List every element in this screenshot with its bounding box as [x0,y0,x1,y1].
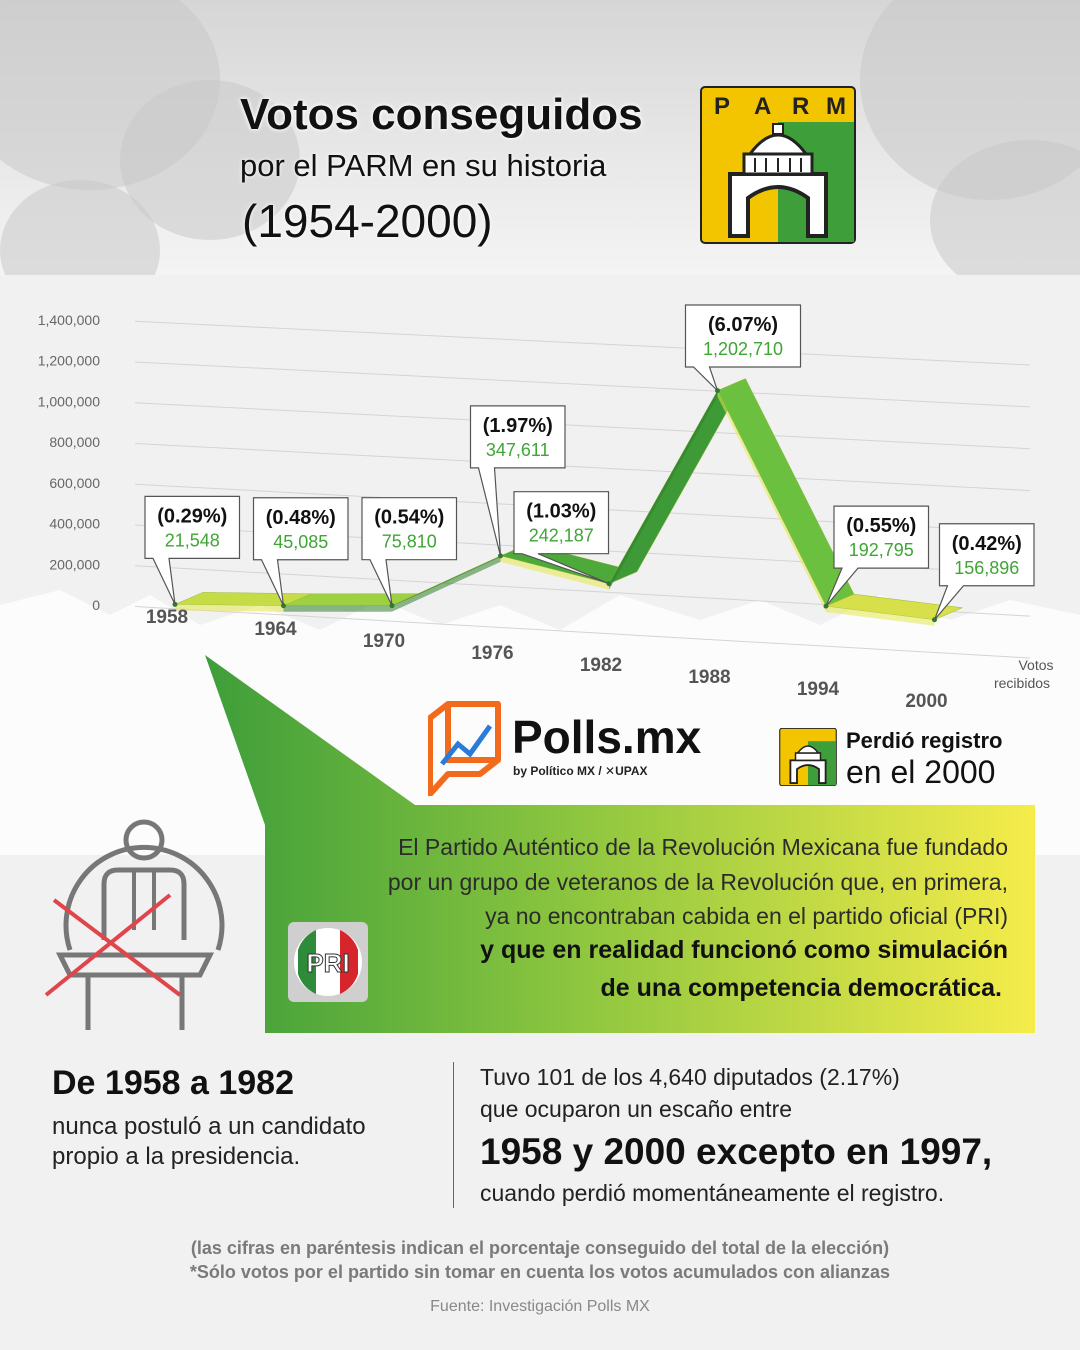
polls-byline: by Político MX / ✕UPAX [513,764,648,778]
callout: (0.42%) 156,896 [933,523,1035,621]
logo-letter-m: M [826,93,846,120]
fact-right-line-3: cuando perdió momentáneamente el registr… [480,1180,945,1206]
y-tick-label: 800,000 [49,434,100,450]
y-tick-label: 1,200,000 [38,353,100,369]
x-axis-label-line2: recibidos [994,675,1050,691]
percent-label: (0.48%) [266,507,336,529]
subtitle: por el PARM en su historia [240,148,607,183]
x-axis-label-line1: Votos [1018,657,1053,673]
parm-logo: P A R M [700,86,856,244]
y-tick-label: 1,000,000 [38,393,100,409]
series-segment-shade [392,555,501,612]
value-label: 75,810 [382,532,437,552]
callout: (0.48%) 45,085 [252,497,349,607]
logo-letter-a: A [754,93,771,120]
x-tick-label: 1970 [363,631,405,652]
gridline [134,361,1031,408]
callout: (1.03%) 242,187 [513,491,610,585]
footnote-alliances: *Sólo votos por el partido sin tomar en … [189,1262,891,1282]
callout: (1.97%) 347,611 [469,405,566,557]
y-tick-label: 0 [92,597,100,613]
series-segment-shade [826,606,935,626]
x-tick-label: 1976 [471,643,513,664]
callout: (6.07%) 1,202,710 [684,304,802,392]
value-label: 21,548 [165,530,220,550]
callout: (0.29%) 21,548 [144,495,241,605]
description-line-3: ya no encontraban cabida en el partido o… [485,903,1008,929]
pri-logo: PRI [288,922,368,1002]
y-tick-label: 1,400,000 [38,312,100,328]
polls-logo-icon [428,701,501,796]
gridline [134,320,1031,366]
description-panel [205,655,1035,1033]
x-tick-label: 2000 [905,691,947,712]
source: Fuente: Investigación Polls MX [430,1298,650,1315]
description-line-5: de una competencia democrática. [600,974,1002,1002]
value-label: 192,795 [849,540,914,560]
description-line-1: El Partido Auténtico de la Revolución Me… [398,834,1008,860]
callout: (0.54%) 75,810 [361,497,458,606]
gridline [134,442,1031,492]
facts-divider [453,1062,454,1208]
fact-left-title: De 1958 a 1982 [52,1064,294,1102]
logo-letter-p: P [714,93,730,120]
series-segment-shade [717,390,826,613]
title-years: (1954-2000) [242,195,493,247]
series-segment-shade [175,604,284,612]
y-tick-label: 600,000 [49,475,100,491]
x-tick-label: 1988 [688,667,730,688]
description-line-4: y que en realidad funcionó como simulaci… [480,936,1008,964]
footnote-percent: (las cifras en paréntesis indican el por… [190,1238,890,1258]
lost-registration-label: Perdió registro [846,728,1003,753]
percent-label: (1.03%) [526,501,596,523]
fact-right-highlight: 1958 y 2000 excepto en 1997, [480,1131,993,1172]
gridline [134,402,1031,450]
gridline [134,605,1031,659]
series-segment-shade [500,555,609,590]
series-segment-shade [609,390,718,590]
percent-label: (0.54%) [374,507,444,529]
logo-letter-r: R [792,93,809,120]
fact-left-text: nunca postuló a un candidato propio a la… [52,1113,366,1170]
polls-wordmark: Polls.mx [512,711,702,763]
percent-label: (0.42%) [952,533,1022,555]
series-segment-shade [283,605,392,612]
x-tick-label: 1994 [797,679,840,700]
percent-label: (6.07%) [708,314,778,336]
x-tick-label: 1964 [254,619,297,640]
series-segment [717,378,855,607]
fact-right-line-2: que ocuparon un escaño entre [480,1096,793,1122]
y-tick-label: 200,000 [49,556,100,572]
value-label: 45,085 [273,532,328,552]
parm-logo-small [779,728,837,786]
value-label: 242,187 [529,526,594,546]
value-label: 1,202,710 [703,339,783,359]
percent-label: (0.55%) [846,515,916,537]
header-background [0,0,1080,275]
fact-right-line-1: Tuvo 101 de los 4,640 diputados (2.17%) [480,1064,900,1090]
no-candidate-icon [44,819,225,1030]
value-label: 347,611 [486,440,550,460]
votes-chart: 0 200,000 400,000 600,000 800,000 1,000,000 1,… [38,304,1054,712]
series-segment [825,593,964,621]
lost-registration-year: en el 2000 [846,754,996,790]
percent-label: (1.97%) [483,415,553,437]
x-tick-label: 1958 [146,607,188,628]
pri-logo-text: PRI [306,948,349,978]
y-tick-label: 400,000 [49,516,100,532]
percent-label: (0.29%) [157,505,227,527]
x-tick-label: 1982 [580,655,622,676]
description-line-2: por un grupo de veteranos de la Revoluci… [387,869,1008,895]
value-label: 156,896 [954,558,1019,578]
callout: (0.55%) 192,795 [825,505,930,607]
title: Votos conseguidos [240,90,643,139]
